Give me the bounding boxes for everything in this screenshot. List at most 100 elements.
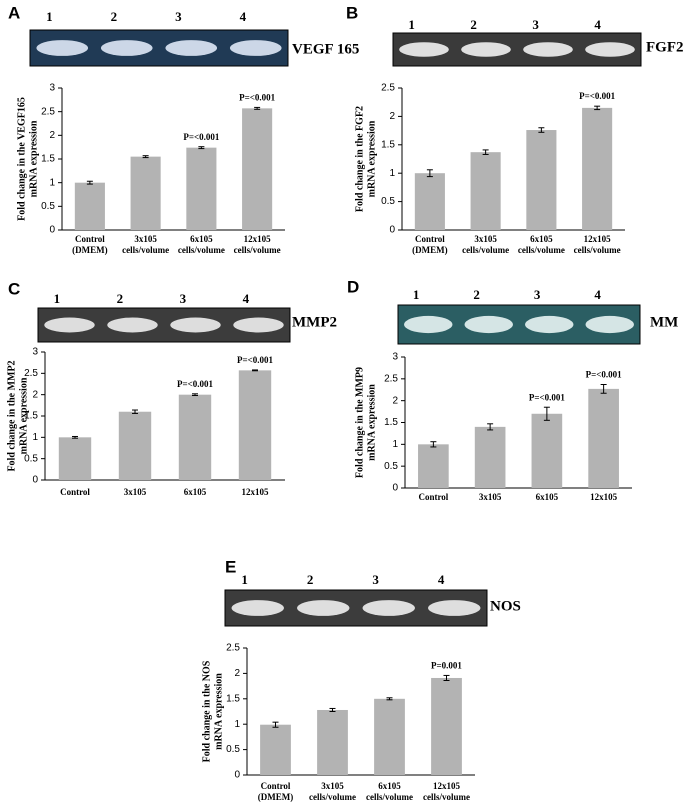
y-tick-label: 1 <box>234 719 240 730</box>
bar <box>588 388 619 488</box>
lane-number: 4 <box>243 291 250 306</box>
x-tick-label: 6x105 <box>536 492 559 502</box>
gel-band <box>585 315 634 334</box>
bar <box>238 370 272 480</box>
gel-band <box>36 40 89 56</box>
y-tick-label: 2 <box>389 111 395 122</box>
y-tick-label: 2 <box>49 130 55 141</box>
gel-band <box>297 600 350 616</box>
y-tick-label: 0 <box>32 475 38 486</box>
y-axis-label: mRNA expression <box>28 120 39 197</box>
gel-band <box>231 600 284 616</box>
bar <box>374 698 405 775</box>
y-tick-label: 1 <box>392 439 398 450</box>
bar <box>418 444 449 488</box>
x-tick-label: 12x105 <box>242 487 270 497</box>
panel-letter: E <box>225 557 236 576</box>
bar <box>178 394 212 480</box>
lane-number: 3 <box>372 572 379 587</box>
x-tick-label: cells/volume <box>574 245 621 255</box>
p-value-annotation: P=<0.001 <box>529 392 566 402</box>
y-tick-label: 3 <box>32 347 38 358</box>
lane-number: 1 <box>241 572 248 587</box>
gel-label: NOS <box>490 598 521 614</box>
y-tick-label: 2 <box>392 395 398 406</box>
y-axis-label: Fold change in the MMP2 <box>6 360 17 471</box>
y-tick-label: 2.5 <box>384 373 398 384</box>
y-axis-label: mRNA expression <box>366 384 377 461</box>
gel-band <box>404 315 453 334</box>
x-tick-label: Control <box>261 781 291 791</box>
y-tick-label: 0 <box>234 770 240 781</box>
x-tick-label: cells/volume <box>234 245 281 255</box>
lane-number: 4 <box>594 287 601 302</box>
lane-number: 2 <box>307 572 314 587</box>
lane-number: 4 <box>438 572 445 587</box>
panel-letter: A <box>8 3 20 22</box>
x-tick-label: cells/volume <box>366 792 413 802</box>
bar <box>242 108 273 230</box>
gel-band <box>525 315 574 334</box>
lane-number: 3 <box>175 9 182 24</box>
gel-band <box>399 42 449 57</box>
lane-number: 4 <box>240 9 247 24</box>
bar <box>431 677 462 775</box>
x-tick-label: Control <box>60 487 90 497</box>
y-tick-label: 2.5 <box>41 106 55 117</box>
y-tick-label: 1.5 <box>226 693 240 704</box>
lane-number: 4 <box>594 17 601 32</box>
y-tick-label: 0.5 <box>41 201 55 212</box>
gel-band <box>461 42 511 57</box>
y-tick-label: 1.5 <box>381 139 395 150</box>
panel-letter: C <box>8 279 20 298</box>
x-tick-label: 3x105 <box>474 234 497 244</box>
y-tick-label: 1.5 <box>384 417 398 428</box>
bar <box>186 147 217 230</box>
y-axis-label: Fold change in the MMP9 <box>354 367 365 478</box>
y-tick-label: 1 <box>49 177 55 188</box>
bar <box>317 709 348 775</box>
lane-number: 2 <box>111 9 118 24</box>
lane-number: 2 <box>473 287 480 302</box>
bar <box>58 437 92 480</box>
x-tick-label: (DMEM) <box>258 792 294 802</box>
gel-band <box>165 40 218 56</box>
x-tick-label: 3x105 <box>134 234 157 244</box>
x-tick-label: cells/volume <box>122 245 169 255</box>
bar <box>474 426 506 488</box>
x-tick-label: 12x105 <box>433 781 461 791</box>
y-tick-label: 2.5 <box>226 643 240 654</box>
gel-band <box>362 600 415 616</box>
gel-band <box>585 42 635 57</box>
x-tick-label: 6x105 <box>378 781 401 791</box>
bar <box>74 182 105 230</box>
y-tick-label: 1 <box>389 168 395 179</box>
p-value-annotation: P=0.001 <box>431 660 462 670</box>
y-axis-label: Fold change in the FGF2 <box>354 106 365 212</box>
bar <box>414 173 445 230</box>
x-tick-label: 3x105 <box>124 487 147 497</box>
lane-number: 1 <box>46 9 53 24</box>
gel-band <box>107 317 158 333</box>
x-tick-label: 3x105 <box>479 492 502 502</box>
y-axis-label: Fold change in the NOS <box>201 660 212 762</box>
y-tick-label: 0.5 <box>226 744 240 755</box>
x-tick-label: cells/volume <box>518 245 565 255</box>
lane-number: 3 <box>180 291 187 306</box>
p-value-annotation: P=<0.001 <box>586 370 623 380</box>
y-tick-label: 0 <box>49 225 55 236</box>
y-axis-label: mRNA expression <box>213 673 224 750</box>
p-value-annotation: P=<0.001 <box>579 91 616 101</box>
x-tick-label: (DMEM) <box>72 245 108 255</box>
y-tick-label: 1.5 <box>24 411 38 422</box>
bar <box>130 156 161 230</box>
p-value-annotation: P=<0.001 <box>237 355 274 365</box>
bar <box>260 724 291 775</box>
p-value-annotation: P=<0.001 <box>239 92 276 102</box>
gel-band <box>523 42 573 57</box>
x-tick-label: 6x105 <box>530 234 553 244</box>
lane-number: 3 <box>534 287 541 302</box>
x-tick-label: cells/volume <box>178 245 225 255</box>
x-tick-label: 3x105 <box>321 781 344 791</box>
